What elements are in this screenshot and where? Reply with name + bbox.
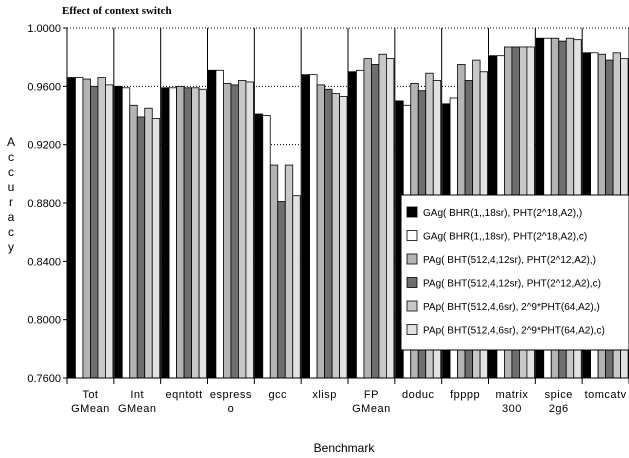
bar	[67, 77, 76, 379]
bar	[269, 164, 279, 379]
bar	[245, 81, 254, 379]
x-category-label: eqntott	[166, 389, 203, 401]
bar	[144, 107, 153, 379]
x-category-label: GMean	[352, 403, 391, 415]
y-axis-title-letter: r	[9, 195, 13, 209]
bar	[331, 93, 340, 379]
legend-swatch	[406, 300, 418, 312]
bar	[114, 85, 123, 379]
bar	[324, 88, 333, 379]
bar	[191, 87, 200, 379]
y-axis-title-letter: y	[8, 240, 14, 254]
legend-box	[400, 194, 629, 351]
bar	[348, 71, 357, 379]
bar	[215, 69, 224, 379]
x-category-label: matrix	[495, 389, 528, 401]
bar	[230, 84, 239, 379]
bar	[198, 88, 207, 379]
y-tick-label: 0.8400	[27, 256, 61, 268]
x-category-label: Int	[130, 389, 144, 401]
legend-label: PAp( BHT(512,4,6sr), 2^9*PHT(64,A2),c)	[423, 326, 605, 337]
bar	[176, 85, 185, 379]
bar	[121, 87, 131, 379]
y-tick-label: 0.9600	[27, 81, 61, 93]
y-tick-label: 0.8000	[27, 315, 61, 327]
bar	[356, 69, 365, 379]
y-tick-label: 0.9200	[27, 140, 61, 152]
y-axis-title-letter: c	[8, 165, 14, 179]
bar	[151, 118, 161, 379]
bar	[75, 77, 84, 379]
bar	[292, 195, 301, 379]
legend-swatch	[406, 230, 418, 241]
x-category-label: gcc	[268, 389, 287, 401]
x-category-label: GMean	[118, 403, 157, 415]
x-category-labels: Tot GMean Int GMean eqntott espress o gcc xlisp F…	[71, 389, 626, 415]
y-tick-label: 1.0000	[27, 23, 61, 35]
y-axis-title-letter: a	[8, 210, 15, 224]
bar	[97, 77, 106, 379]
x-category-label: 300	[502, 403, 522, 415]
x-category-label: espress	[210, 389, 252, 401]
bar	[238, 80, 247, 379]
x-category-label: fpppp	[450, 389, 480, 401]
y-axis-title-letter: u	[8, 180, 15, 194]
x-category-label: doduc	[402, 389, 434, 401]
x-category-label: tomcatv	[585, 389, 627, 401]
y-tick-label: 0.8800	[27, 198, 61, 210]
bar	[82, 78, 91, 379]
legend-label: PAp( BHT(512,4,6sr), 2^9*PHT(64,A2),)	[423, 302, 600, 313]
x-category-label: o	[228, 403, 235, 415]
legend: GAg( BHR(1,,18sr), PHT(2^18,A2),) GAg( BH…	[400, 194, 629, 351]
bar	[90, 85, 99, 379]
bar	[105, 84, 114, 379]
bar	[301, 74, 310, 379]
bar	[378, 53, 387, 379]
y-tick-label: 0.7600	[27, 373, 61, 385]
bar	[183, 87, 192, 379]
bar	[161, 87, 170, 379]
bar	[129, 104, 138, 379]
bar	[136, 116, 146, 379]
legend-label: PAg( BHT(512,4,12sr), PHT(2^12,A2),c)	[423, 279, 601, 290]
y-tick-labels: 0.7600 0.8000 0.8400 0.8800 0.9200 0.9600 1.00…	[27, 23, 61, 385]
legend-label: GAg( BHR(1,,18sr), PHT(2^18,A2),)	[423, 208, 582, 219]
bar	[262, 115, 271, 379]
bar	[371, 64, 380, 379]
x-category-label: Tot	[82, 389, 98, 401]
y-axis-title-letter: c	[8, 225, 14, 239]
bar	[208, 69, 217, 379]
x-category-label: GMean	[71, 403, 110, 415]
legend-swatch	[406, 324, 418, 335]
bar	[223, 83, 232, 379]
legend-label: PAg( BHT(512,4,12sr), PHT(2^12,A2),)	[423, 255, 596, 266]
legend-swatch	[406, 206, 418, 218]
x-category-label: xlisp	[312, 389, 337, 401]
bar	[339, 96, 348, 379]
legend-label: GAg( BHR(1,,18sr), PHT(2^18,A2),c)	[423, 232, 587, 243]
bar	[386, 58, 395, 379]
y-axis-title-letter: A	[7, 135, 15, 149]
bar	[254, 113, 264, 379]
x-category-label: FP	[364, 389, 379, 401]
bar	[363, 58, 372, 379]
y-axis-title-letter: c	[8, 150, 14, 164]
x-category-label: 2g6	[549, 403, 569, 415]
bar	[316, 84, 325, 379]
legend-swatch	[406, 277, 418, 288]
bar	[309, 74, 318, 379]
bar	[168, 87, 177, 379]
x-category-label: spice	[545, 389, 573, 401]
chart-title: Effect of context switch	[62, 5, 172, 17]
x-axis-title: Benchmark	[314, 441, 376, 455]
bar	[277, 201, 286, 379]
legend-swatch	[406, 253, 418, 265]
bar	[284, 164, 294, 379]
